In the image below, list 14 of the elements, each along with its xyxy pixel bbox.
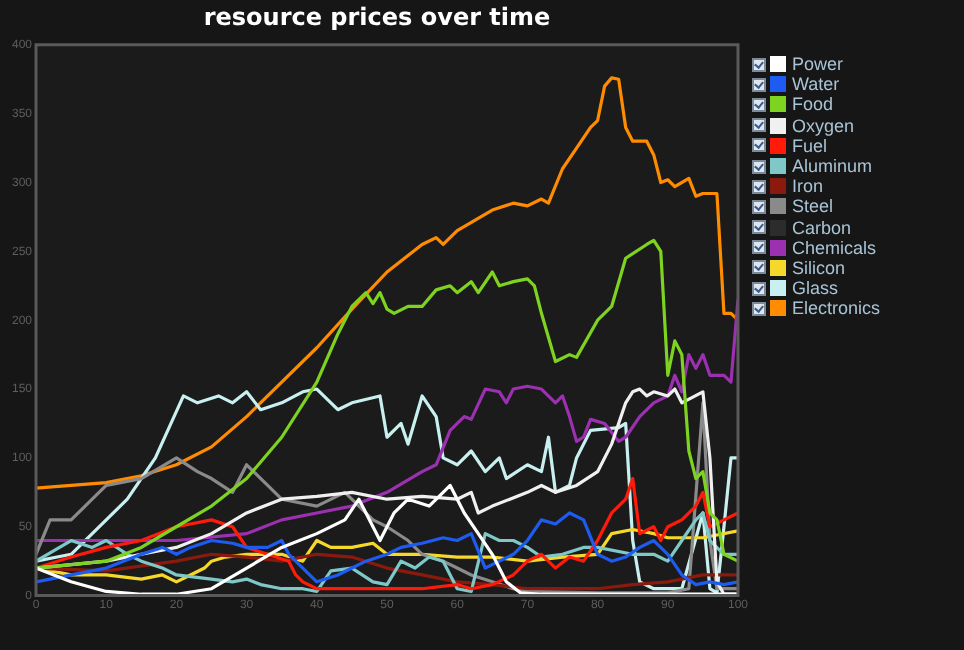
legend-label: Power [792,54,844,75]
legend-label: Aluminum [792,156,873,177]
legend-label: Fuel [792,135,828,156]
legend-label: Iron [792,176,824,197]
legend-label: Food [792,94,834,115]
legend-label: Oxygen [792,115,855,136]
legend-label: Silicon [792,257,846,278]
legend-label: Chemicals [792,237,877,258]
legend-label: Glass [792,278,839,299]
legend-label: Water [792,74,840,95]
legend-label: Electronics [792,298,881,319]
legend-label: Steel [792,196,834,217]
legend-label: Carbon [792,217,852,238]
chart-title: resource prices over time [203,2,551,31]
